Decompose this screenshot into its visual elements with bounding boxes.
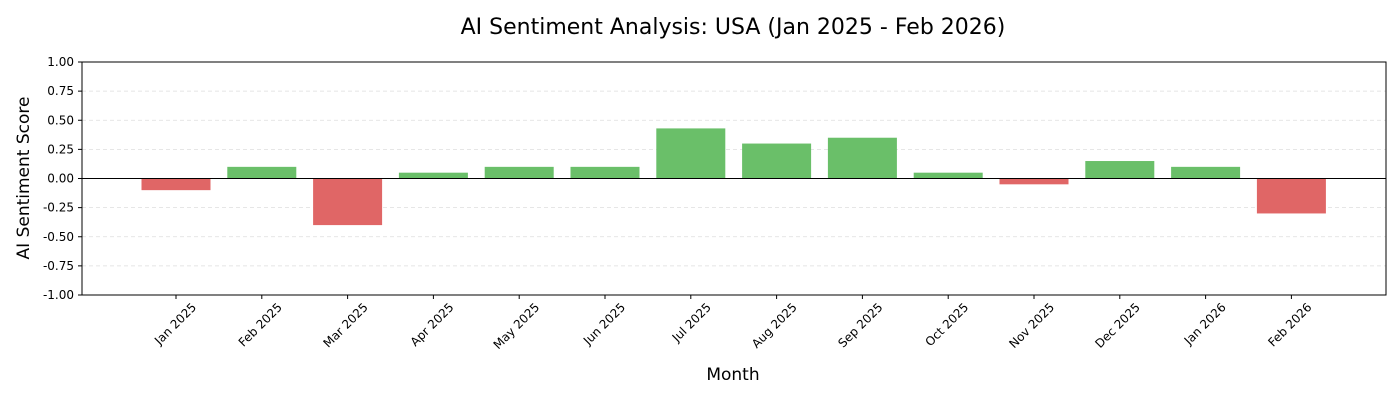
bar [141,178,211,191]
x-axis-ticks: Jan 2025 Feb 2025 Mar 2025 Apr 2025 May 2025… [151,295,1315,352]
y-tick-label: -1.00 [43,288,74,302]
bar [313,178,383,226]
bar [1171,166,1241,179]
chart-title: AI Sentiment Analysis: USA (Jan 2025 - F… [461,15,1006,40]
x-tick-label: Feb 2026 [1265,300,1314,349]
bar [827,137,897,179]
y-tick-label: -0.50 [43,230,74,244]
x-tick-label: Jul 2025 [669,300,714,345]
y-tick-label: 0.50 [47,113,74,127]
bar [484,166,554,179]
x-tick-label: Jun 2025 [580,300,628,348]
bars [141,128,1326,226]
y-tick-label: 0.25 [47,142,74,156]
bar [656,128,726,179]
x-tick-label: Mar 2025 [321,300,371,350]
x-tick-label: Apr 2025 [408,300,457,349]
y-axis-ticks: 1.00 0.75 0.50 0.25 0.00 -0.25 -0.50 -0.75 -1.00 [43,55,82,302]
x-tick-label: Nov 2025 [1006,300,1057,351]
x-tick-label: Oct 2025 [922,300,971,349]
bar [227,166,297,179]
y-axis-title: AI Sentiment Score [14,97,34,260]
y-tick-label: -0.75 [43,259,74,273]
bar [999,178,1069,185]
bar [1256,178,1326,214]
x-tick-label: May 2025 [491,300,543,352]
y-tick-label: 1.00 [47,55,74,69]
x-tick-label: Jan 2026 [1181,300,1229,348]
x-tick-label: Sep 2025 [835,300,885,350]
y-tick-label: 0.75 [47,84,74,98]
bar [742,143,812,179]
y-tick-label: -0.25 [43,201,74,215]
x-tick-label: Dec 2025 [1092,300,1143,351]
bar [1085,161,1155,179]
x-axis-title: Month [706,365,759,385]
x-tick-label: Feb 2025 [236,300,285,349]
x-tick-label: Jan 2025 [151,300,199,348]
bar [398,172,468,179]
bar [570,166,640,179]
x-tick-label: Aug 2025 [749,300,800,351]
bar [913,172,983,179]
y-tick-label: 0.00 [47,172,74,186]
